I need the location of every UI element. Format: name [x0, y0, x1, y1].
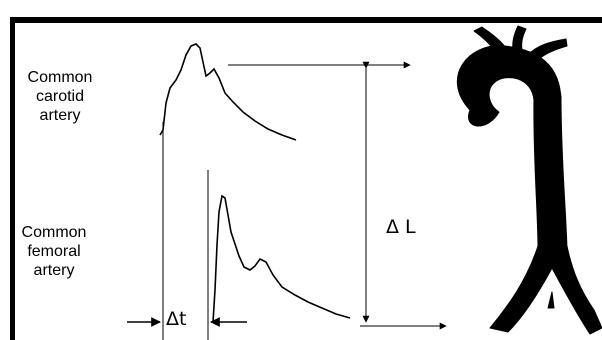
- left-border: [10, 17, 15, 340]
- delta-l-label: Δ L: [386, 216, 416, 238]
- femoral-label-line-3: artery: [33, 262, 75, 279]
- femoral-label-line-1: Common: [21, 224, 87, 241]
- femoral-label-line-2: femoral: [27, 243, 81, 260]
- femoral-artery-label: Common femoral artery: [8, 223, 100, 280]
- carotid-label-line-1: Common: [27, 69, 93, 86]
- carotid-label-line-3: artery: [39, 107, 81, 124]
- aorta-silhouette-icon: [457, 25, 602, 335]
- carotid-artery-label: Common carotid artery: [14, 68, 106, 125]
- femoral-waveform: [212, 194, 351, 323]
- delta-t-label: Δt: [166, 308, 187, 330]
- top-border: [10, 17, 602, 23]
- carotid-waveform: [159, 43, 297, 141]
- carotid-label-line-2: carotid: [35, 88, 85, 105]
